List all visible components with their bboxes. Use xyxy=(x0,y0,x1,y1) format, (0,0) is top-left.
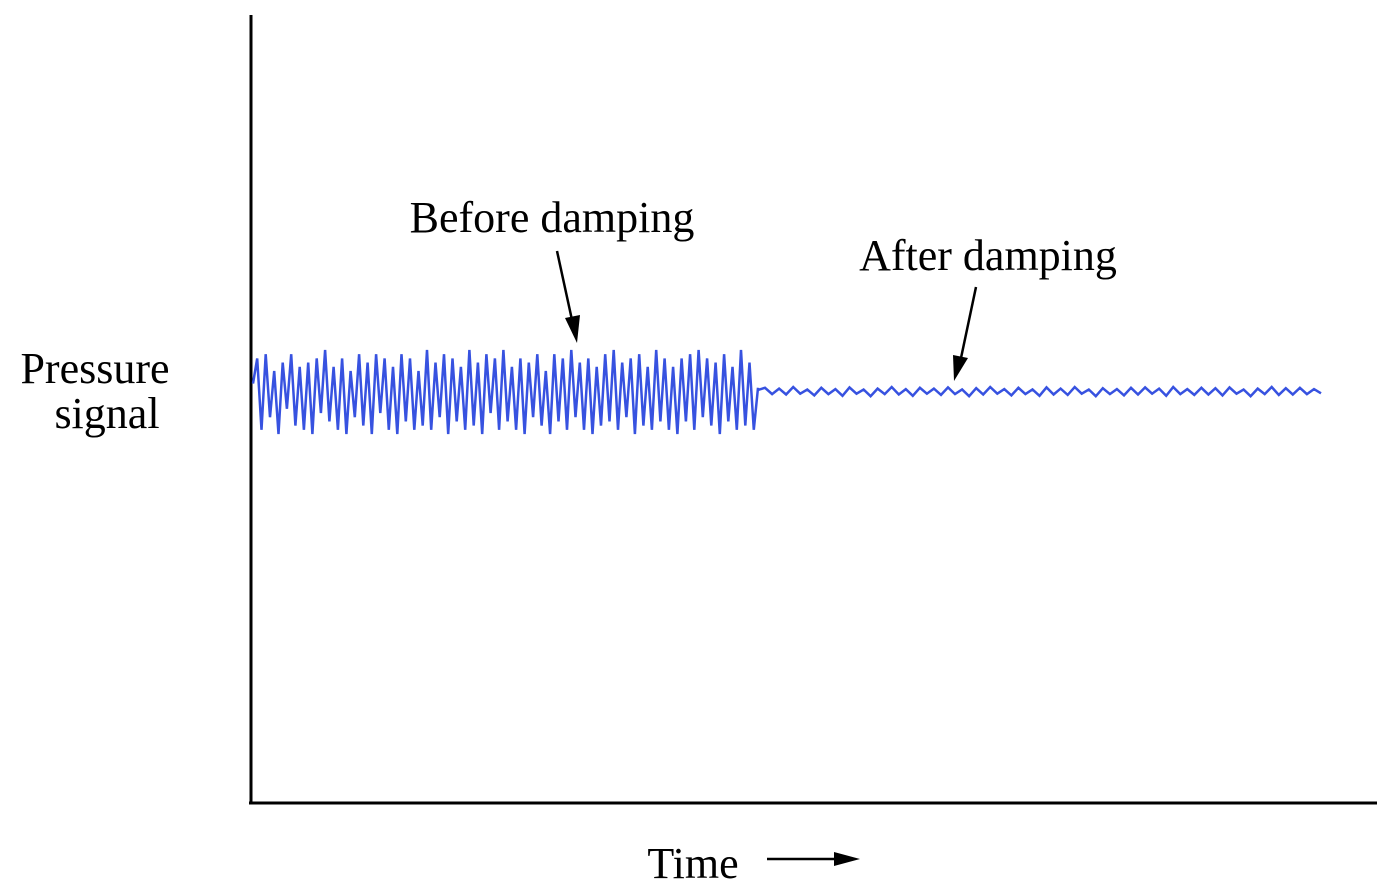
annotation-after-damping: After damping xyxy=(859,231,1117,280)
annotation-before-arrow xyxy=(555,250,580,343)
signal-line-before-damping xyxy=(251,349,760,435)
annotation-before-damping: Before damping xyxy=(410,193,695,242)
signal-line-after-damping xyxy=(757,385,1322,399)
x-axis-label: Time xyxy=(647,839,738,888)
y-axis-label-line-2: signal xyxy=(54,389,159,438)
series-before-damping xyxy=(251,349,760,435)
y-axis-label-line-1: Pressure xyxy=(20,344,169,393)
annotation-after-arrow xyxy=(953,286,978,381)
series-after-damping xyxy=(757,385,1322,399)
x-axis-direction-arrow xyxy=(767,852,860,866)
